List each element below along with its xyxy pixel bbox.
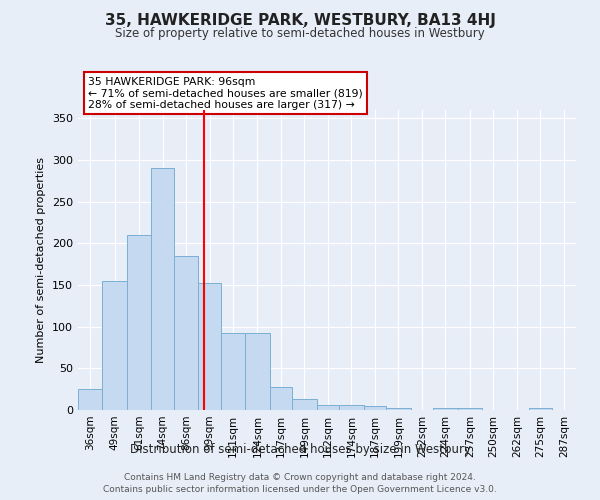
Bar xyxy=(198,284,221,410)
Bar xyxy=(364,406,386,410)
Bar xyxy=(78,389,103,410)
Bar xyxy=(458,408,482,410)
Text: Contains public sector information licensed under the Open Government Licence v3: Contains public sector information licen… xyxy=(103,485,497,494)
Bar xyxy=(317,405,339,410)
Bar xyxy=(529,408,551,410)
Bar xyxy=(433,408,458,410)
Bar xyxy=(103,281,127,410)
Bar xyxy=(221,332,245,410)
Bar xyxy=(292,399,317,410)
Bar xyxy=(127,235,151,410)
Bar xyxy=(269,386,292,410)
Y-axis label: Number of semi-detached properties: Number of semi-detached properties xyxy=(37,157,46,363)
Bar xyxy=(151,168,174,410)
Text: 35, HAWKERIDGE PARK, WESTBURY, BA13 4HJ: 35, HAWKERIDGE PARK, WESTBURY, BA13 4HJ xyxy=(104,12,496,28)
Text: Size of property relative to semi-detached houses in Westbury: Size of property relative to semi-detach… xyxy=(115,28,485,40)
Bar xyxy=(174,256,198,410)
Text: Contains HM Land Registry data © Crown copyright and database right 2024.: Contains HM Land Registry data © Crown c… xyxy=(124,472,476,482)
Text: Distribution of semi-detached houses by size in Westbury: Distribution of semi-detached houses by … xyxy=(130,442,470,456)
Text: 35 HAWKERIDGE PARK: 96sqm
← 71% of semi-detached houses are smaller (819)
28% of: 35 HAWKERIDGE PARK: 96sqm ← 71% of semi-… xyxy=(88,77,363,110)
Bar xyxy=(386,408,410,410)
Bar xyxy=(245,332,269,410)
Bar xyxy=(339,405,364,410)
